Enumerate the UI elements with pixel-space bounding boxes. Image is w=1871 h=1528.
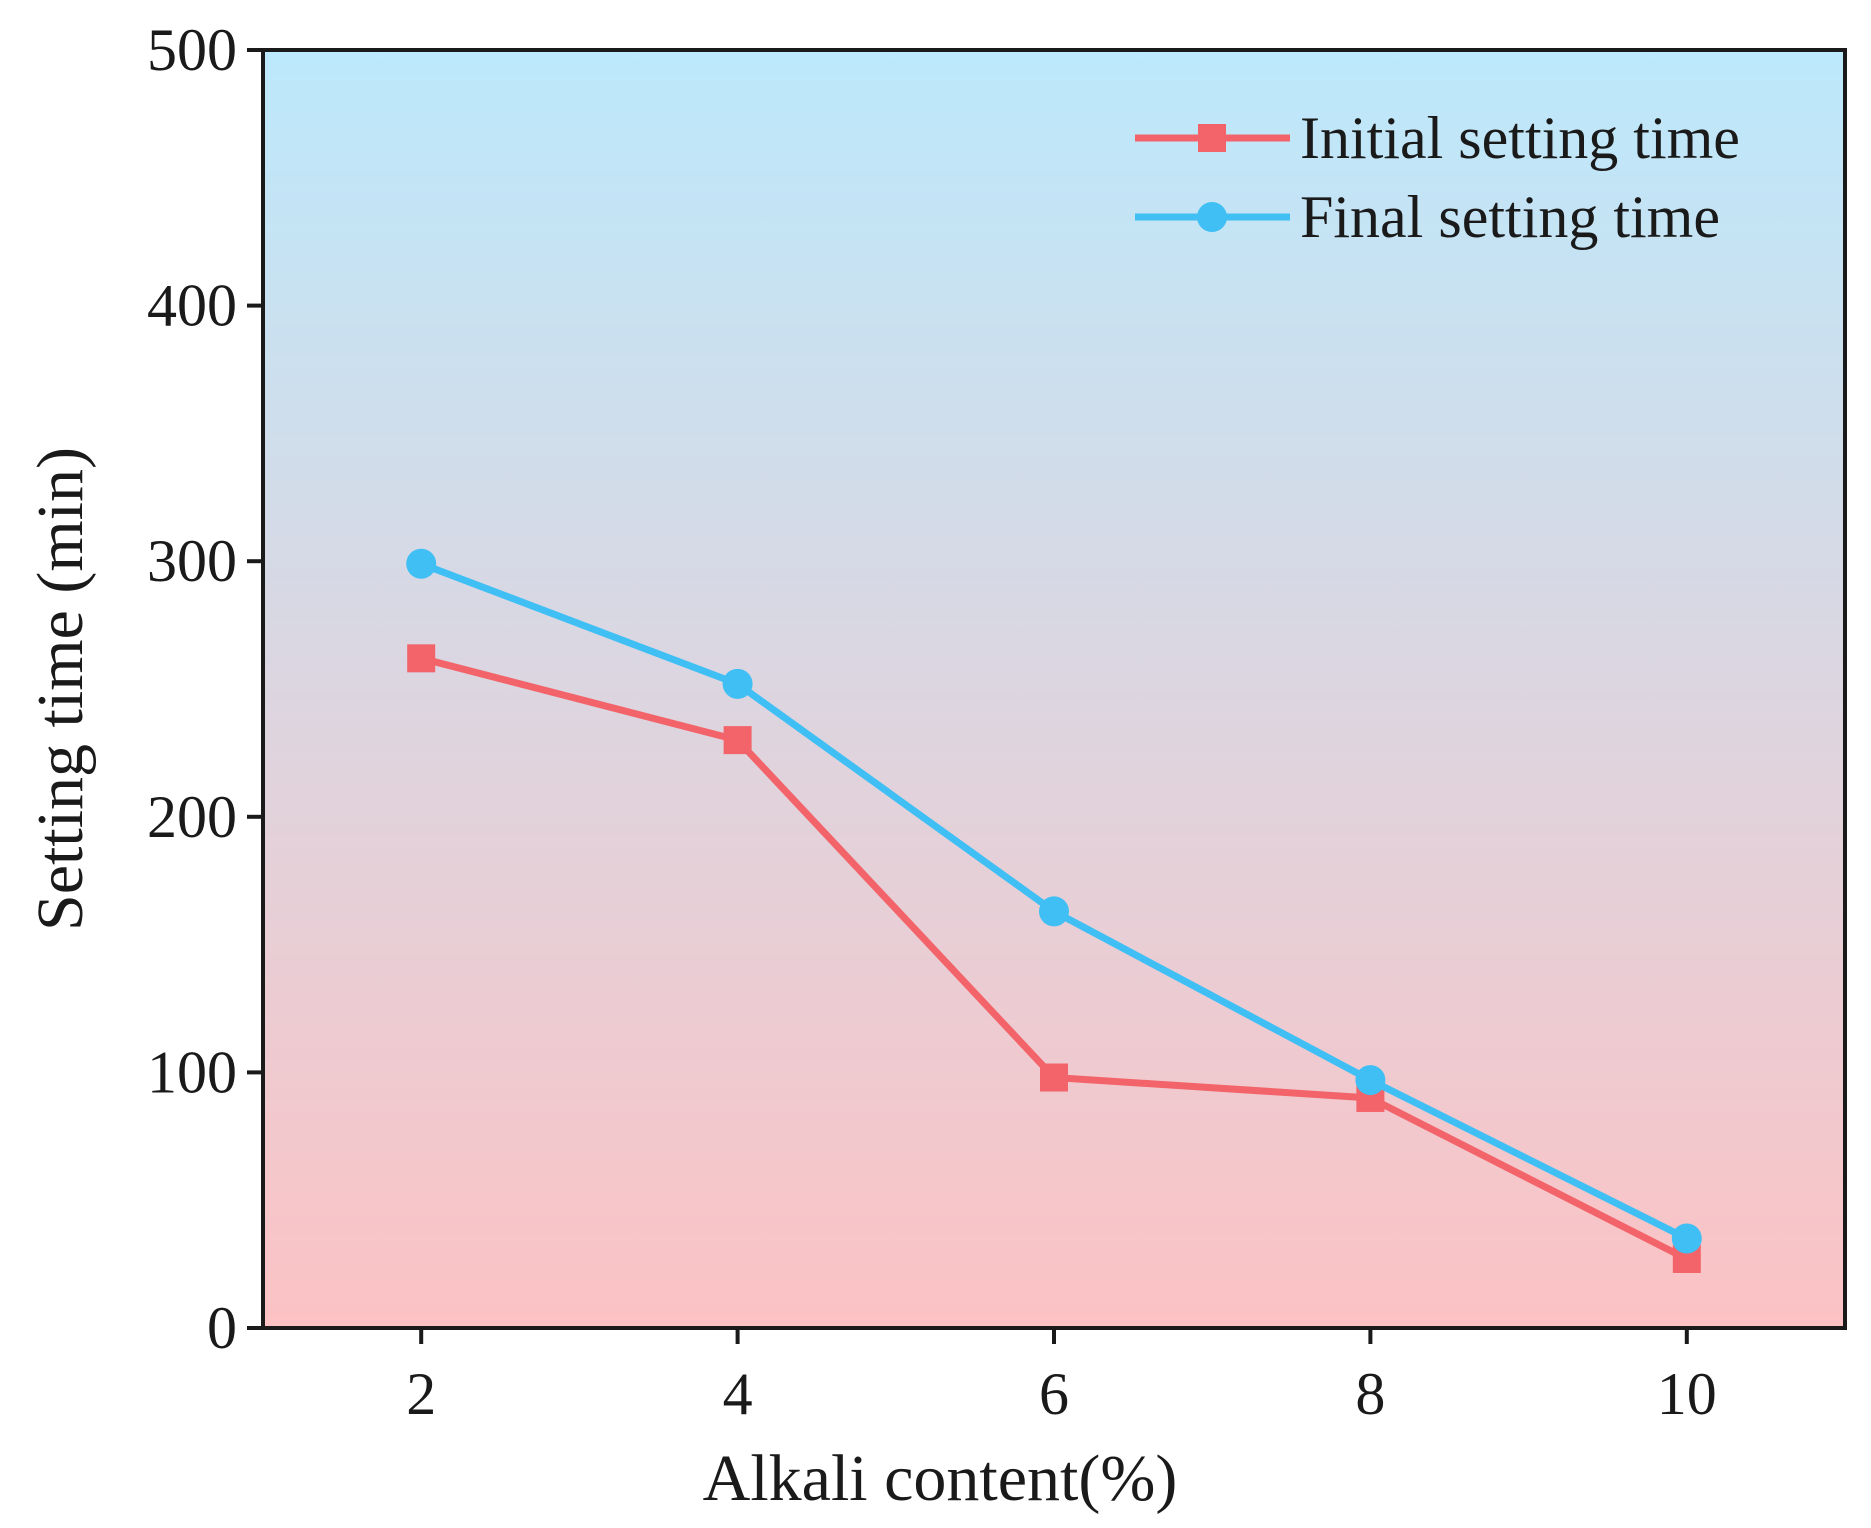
series-layer [406,548,1702,1273]
x-tick-label: 2 [406,1361,436,1427]
data-point [722,668,753,699]
data-point [1039,896,1069,927]
data-point [723,726,752,755]
y-tick-label: 400 [147,273,237,339]
legend-item-2: Final setting time [1135,184,1720,250]
legend-label: Initial setting time [1300,105,1740,171]
legend-marker [1198,124,1226,152]
data-point [1355,1065,1386,1096]
axis-ticks: 0 100 200 300 400 500 2 4 6 8 10 [147,17,1717,1427]
y-tick-label: 100 [147,1039,237,1105]
data-point [1040,1063,1068,1092]
x-axis-title: Alkali content(%) [703,1442,1178,1515]
x-tick-label: 10 [1657,1361,1717,1427]
y-axis-title: Setting time (min) [24,447,97,931]
data-point [407,644,436,673]
legend-item-1: Initial setting time [1135,105,1740,171]
y-tick-label: 0 [207,1295,237,1361]
data-point [406,548,437,579]
x-tick-label: 8 [1355,1361,1385,1427]
series-1 [407,644,1701,1273]
legend: Initial setting time Final setting time [1135,105,1740,250]
y-tick-label: 300 [147,528,237,594]
x-tick-label: 4 [723,1361,753,1427]
series-2 [406,548,1702,1254]
x-tick-label: 6 [1039,1361,1069,1427]
legend-label: Final setting time [1300,184,1720,250]
data-point [1671,1223,1702,1254]
y-tick-label: 500 [147,17,237,83]
legend-marker [1197,202,1227,232]
y-tick-label: 200 [147,784,237,850]
